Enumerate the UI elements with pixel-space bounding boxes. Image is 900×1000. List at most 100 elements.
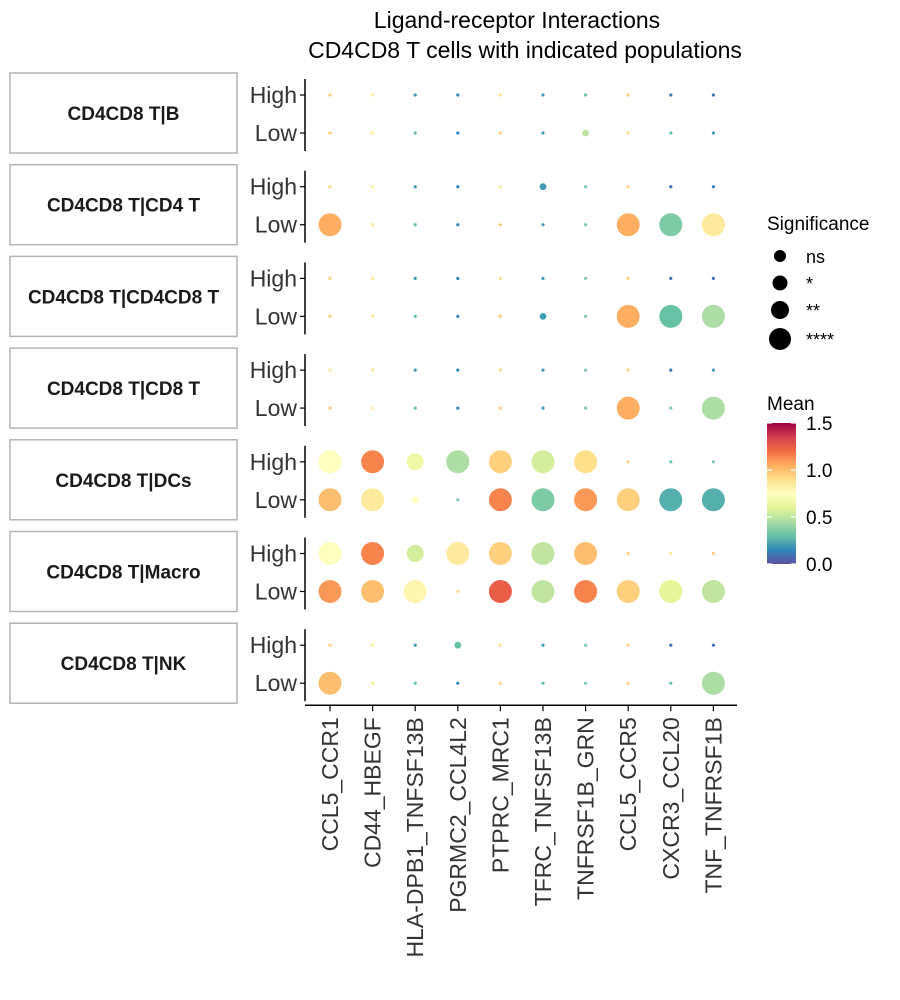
colorbar bbox=[767, 423, 796, 564]
dot-point bbox=[361, 580, 385, 603]
dot-point bbox=[531, 488, 555, 512]
significance-legend-item: ** bbox=[771, 301, 820, 321]
dot-point bbox=[626, 551, 630, 556]
dot-point bbox=[413, 223, 417, 227]
legend-size-key bbox=[771, 301, 789, 319]
dot-point bbox=[701, 580, 725, 603]
dot-point bbox=[541, 131, 545, 135]
facet-panel-cd4cd8-t-b: CD4CD8 T|B High Low bbox=[9, 72, 716, 154]
dot-point bbox=[582, 129, 589, 137]
significance-legend-title: Significance bbox=[767, 214, 869, 235]
x-tick-label: TNFRSF1B_GRN bbox=[573, 717, 599, 900]
dot-point bbox=[328, 93, 332, 97]
dot-point bbox=[539, 313, 547, 320]
dot-point bbox=[361, 542, 385, 565]
dot-point bbox=[711, 551, 716, 556]
legend-size-label: * bbox=[806, 274, 813, 294]
x-tick-label: PTPRC_MRC1 bbox=[487, 717, 513, 873]
dot-point bbox=[498, 93, 502, 97]
dot-point bbox=[446, 542, 470, 565]
dot-point bbox=[541, 368, 545, 372]
dot-point bbox=[456, 589, 460, 594]
dot-point bbox=[456, 93, 460, 97]
legend-size-key bbox=[774, 250, 786, 262]
dot-point bbox=[318, 488, 342, 512]
y-tick-label: Low bbox=[255, 487, 298, 513]
facet-panel-cd4cd8-t-cd8-t: CD4CD8 T|CD8 T High Low bbox=[9, 347, 725, 429]
dot-point bbox=[541, 406, 545, 410]
dot-point bbox=[488, 488, 512, 512]
dot-point bbox=[371, 131, 375, 135]
dot-point bbox=[328, 314, 332, 318]
dot-point bbox=[584, 406, 588, 410]
dot-point bbox=[456, 406, 460, 410]
facet-strip-label: CD4CD8 T|DCs bbox=[55, 471, 191, 492]
dot-point bbox=[456, 498, 460, 502]
dot-point bbox=[411, 496, 419, 504]
dot-point bbox=[406, 453, 424, 471]
dot-point bbox=[488, 450, 512, 474]
dot-point bbox=[541, 276, 545, 280]
y-tick-label: Low bbox=[255, 212, 298, 238]
dot-point bbox=[626, 276, 630, 280]
significance-legend: Significance ns******* bbox=[767, 214, 869, 350]
dot-point bbox=[616, 304, 640, 328]
dot-point bbox=[584, 276, 588, 280]
dot-point bbox=[531, 450, 555, 474]
x-tick-label: TFRC_TNFSF13B bbox=[530, 717, 556, 906]
significance-legend-item: ns bbox=[774, 247, 825, 267]
dot-point bbox=[371, 223, 375, 227]
dot-point bbox=[328, 185, 332, 189]
colorbar-tick-label: 1.5 bbox=[806, 414, 832, 435]
facet-strip-label: CD4CD8 T|CD8 T bbox=[47, 379, 201, 400]
dot-point bbox=[584, 223, 588, 227]
facet-strip-label: CD4CD8 T|CD4 T bbox=[47, 196, 201, 217]
facet-strip-label: CD4CD8 T|Macro bbox=[46, 563, 200, 584]
facet-panel-cd4cd8-t-cd4-t: CD4CD8 T|CD4 T High Low bbox=[9, 163, 725, 246]
dot-point bbox=[626, 93, 630, 97]
dot-point bbox=[328, 643, 332, 647]
dot-point bbox=[371, 643, 375, 647]
dot-point bbox=[413, 681, 417, 685]
colorbar-tick-label: 0.5 bbox=[806, 508, 832, 529]
dot-point bbox=[498, 643, 502, 647]
dot-point bbox=[456, 131, 460, 135]
dot-point bbox=[626, 460, 630, 464]
dot-point bbox=[531, 580, 555, 603]
dot-point bbox=[488, 580, 512, 603]
dot-point bbox=[669, 406, 673, 410]
facet-strip-label: CD4CD8 T|B bbox=[68, 104, 180, 125]
mean-legend-title: Mean bbox=[767, 394, 815, 415]
dot-point bbox=[371, 681, 375, 685]
colorbar-tick-label: 0.0 bbox=[806, 555, 832, 576]
dot-point bbox=[669, 368, 673, 372]
dot-point bbox=[498, 681, 502, 685]
facet-strip-box bbox=[9, 163, 238, 246]
legend-size-key bbox=[772, 275, 788, 291]
dot-point bbox=[669, 276, 673, 280]
dot-point bbox=[711, 93, 716, 97]
dot-point bbox=[669, 185, 673, 189]
dot-point bbox=[669, 643, 673, 647]
dot-point bbox=[711, 643, 716, 647]
dot-point bbox=[413, 131, 417, 135]
dot-point bbox=[701, 396, 725, 420]
dot-point bbox=[446, 450, 470, 474]
dot-point bbox=[584, 93, 588, 97]
y-tick-label: Low bbox=[255, 303, 298, 329]
y-tick-label: Low bbox=[255, 395, 298, 421]
x-tick-label: CD44_HBEGF bbox=[360, 717, 386, 868]
dot-point bbox=[626, 643, 630, 647]
dot-point bbox=[498, 314, 502, 318]
dot-point bbox=[498, 276, 502, 280]
dot-point bbox=[361, 488, 385, 512]
dot-point bbox=[498, 223, 502, 227]
y-tick-label: High bbox=[250, 265, 297, 291]
dot-point bbox=[371, 314, 375, 318]
dot-point bbox=[531, 542, 555, 565]
dot-point bbox=[498, 185, 502, 189]
dot-point bbox=[318, 580, 342, 603]
dot-point bbox=[371, 93, 375, 97]
facet-panel-cd4cd8-t-macro: CD4CD8 T|Macro High Low bbox=[9, 530, 725, 613]
